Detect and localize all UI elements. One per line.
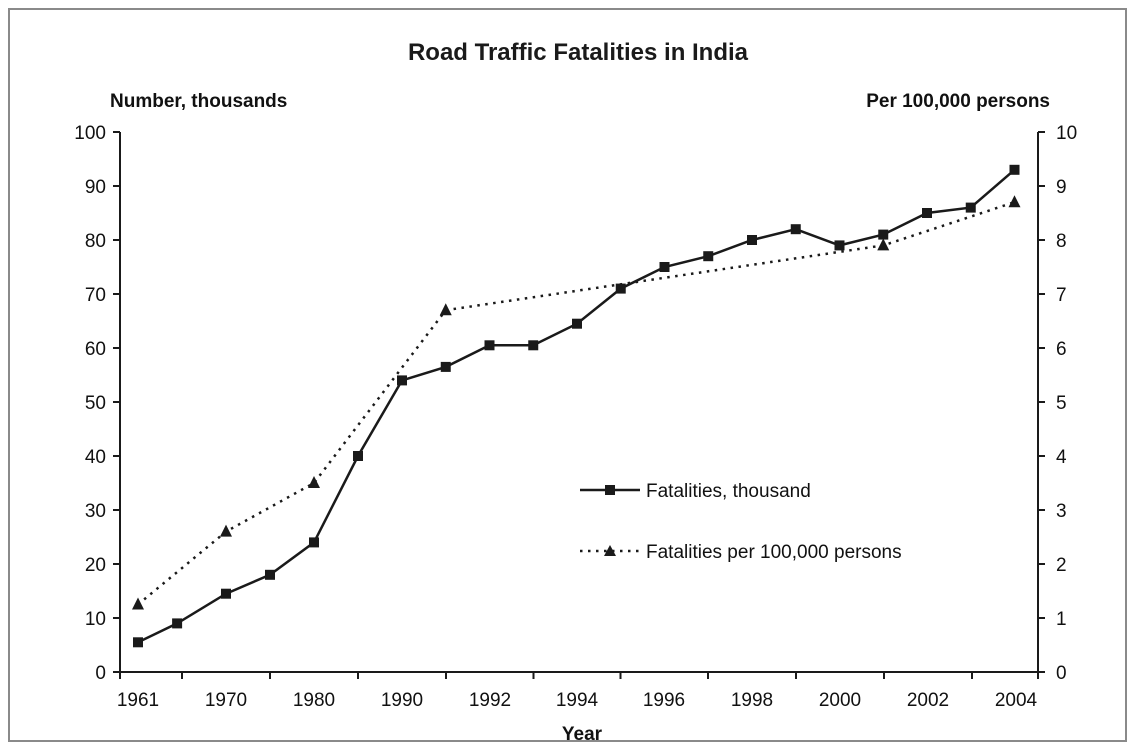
axes bbox=[113, 131, 1045, 679]
series-fatalities-point bbox=[1009, 164, 1020, 175]
tick-labels: 0 10 20 30 40 50 60 70 80 90 100 0 1 2 3 4 5 6 7 8 9 10 1961 19… bbox=[74, 123, 1077, 711]
legend-label-fatalities: Fatalities, thousand bbox=[646, 481, 811, 502]
legend-label-rate: Fatalities per 100,000 persons bbox=[646, 542, 902, 563]
series-rate-point bbox=[220, 524, 232, 537]
series-fatalities-point bbox=[703, 251, 714, 262]
y-left-tick-label: 10 bbox=[85, 609, 106, 630]
chart-frame bbox=[8, 8, 1127, 742]
y-right-tick-label: 4 bbox=[1056, 447, 1067, 468]
x-tick-label: 1961 bbox=[117, 690, 159, 711]
series-fatalities-point bbox=[572, 318, 582, 329]
series-fatalities-point bbox=[747, 235, 757, 245]
y-left-tick-label: 80 bbox=[85, 231, 106, 252]
y-left-tick-label: 100 bbox=[74, 123, 106, 144]
series-fatalities-point bbox=[790, 224, 801, 235]
series-fatalities-point bbox=[615, 283, 626, 294]
y-right-tick-label: 8 bbox=[1056, 231, 1067, 252]
x-tick-label: 2002 bbox=[907, 690, 949, 711]
left-axis-caption: Number, thousands bbox=[110, 91, 287, 112]
y-left-tick-label: 40 bbox=[85, 447, 106, 468]
series-fatalities-point bbox=[309, 537, 319, 548]
series-rate-point bbox=[132, 597, 144, 610]
series-fatalities-point bbox=[484, 340, 495, 351]
series-fatalities-point bbox=[221, 588, 231, 599]
x-tick-label: 1990 bbox=[381, 690, 423, 711]
x-tick-label: 1970 bbox=[205, 690, 247, 711]
series-fatalities-point bbox=[133, 637, 143, 648]
y-right-tick-label: 5 bbox=[1056, 393, 1067, 414]
series-rate-point bbox=[308, 476, 320, 488]
series-fatalities-point bbox=[397, 375, 407, 386]
series-fatalities-point bbox=[878, 229, 889, 240]
x-tick-label: 1996 bbox=[643, 690, 685, 711]
y-right-tick-label: 1 bbox=[1056, 609, 1067, 630]
x-axis-label: Year bbox=[562, 724, 603, 745]
x-tick-label: 2000 bbox=[819, 690, 861, 711]
right-axis-caption: Per 100,000 persons bbox=[866, 91, 1050, 112]
x-tick-label: 1998 bbox=[731, 690, 773, 711]
y-right-tick-label: 3 bbox=[1056, 501, 1067, 522]
y-left-tick-label: 90 bbox=[85, 177, 106, 198]
legend-swatch-marker bbox=[605, 485, 615, 495]
legend-entry-rate: Fatalities per 100,000 persons bbox=[580, 542, 902, 563]
y-right-tick-label: 7 bbox=[1056, 285, 1067, 306]
series-fatalities-point bbox=[965, 202, 976, 213]
series-rate-line bbox=[137, 201, 1015, 606]
legend: Fatalities, thousand Fatalities per 100,… bbox=[580, 481, 902, 563]
series-fatalities-point bbox=[265, 569, 275, 580]
x-tick-label: 1994 bbox=[556, 690, 599, 711]
series-layer bbox=[132, 164, 1021, 648]
y-right-tick-label: 6 bbox=[1056, 339, 1067, 360]
series-rate-point bbox=[877, 238, 890, 251]
x-tick-label: 1980 bbox=[293, 690, 335, 711]
legend-entry-fatalities: Fatalities, thousand bbox=[580, 481, 811, 502]
series-fatalities-point bbox=[834, 240, 845, 251]
series-fatalities-point bbox=[440, 361, 451, 372]
y-left-tick-label: 20 bbox=[85, 555, 106, 576]
y-right-tick-label: 0 bbox=[1056, 663, 1067, 684]
x-tick-label: 1992 bbox=[469, 690, 511, 711]
series-rate-point bbox=[439, 303, 452, 316]
series-fatalities-point bbox=[659, 262, 670, 272]
y-left-tick-label: 50 bbox=[85, 393, 106, 414]
legend-swatch-triangle bbox=[604, 545, 616, 556]
y-left-tick-label: 60 bbox=[85, 339, 106, 360]
y-right-tick-label: 10 bbox=[1056, 123, 1077, 144]
y-left-tick-label: 30 bbox=[85, 501, 106, 522]
y-right-tick-label: 9 bbox=[1056, 177, 1067, 198]
series-fatalities-point bbox=[922, 208, 932, 218]
series-fatalities-point bbox=[528, 340, 539, 351]
series-fatalities-point bbox=[353, 451, 363, 461]
series-rate-point bbox=[1008, 195, 1021, 208]
y-left-tick-label: 70 bbox=[85, 285, 106, 306]
series-fatalities-point bbox=[172, 618, 183, 629]
x-tick-label: 2004 bbox=[995, 690, 1038, 711]
chart-title: Road Traffic Fatalities in India bbox=[408, 39, 749, 66]
y-right-tick-label: 2 bbox=[1056, 555, 1067, 576]
y-left-tick-label: 0 bbox=[95, 663, 106, 684]
